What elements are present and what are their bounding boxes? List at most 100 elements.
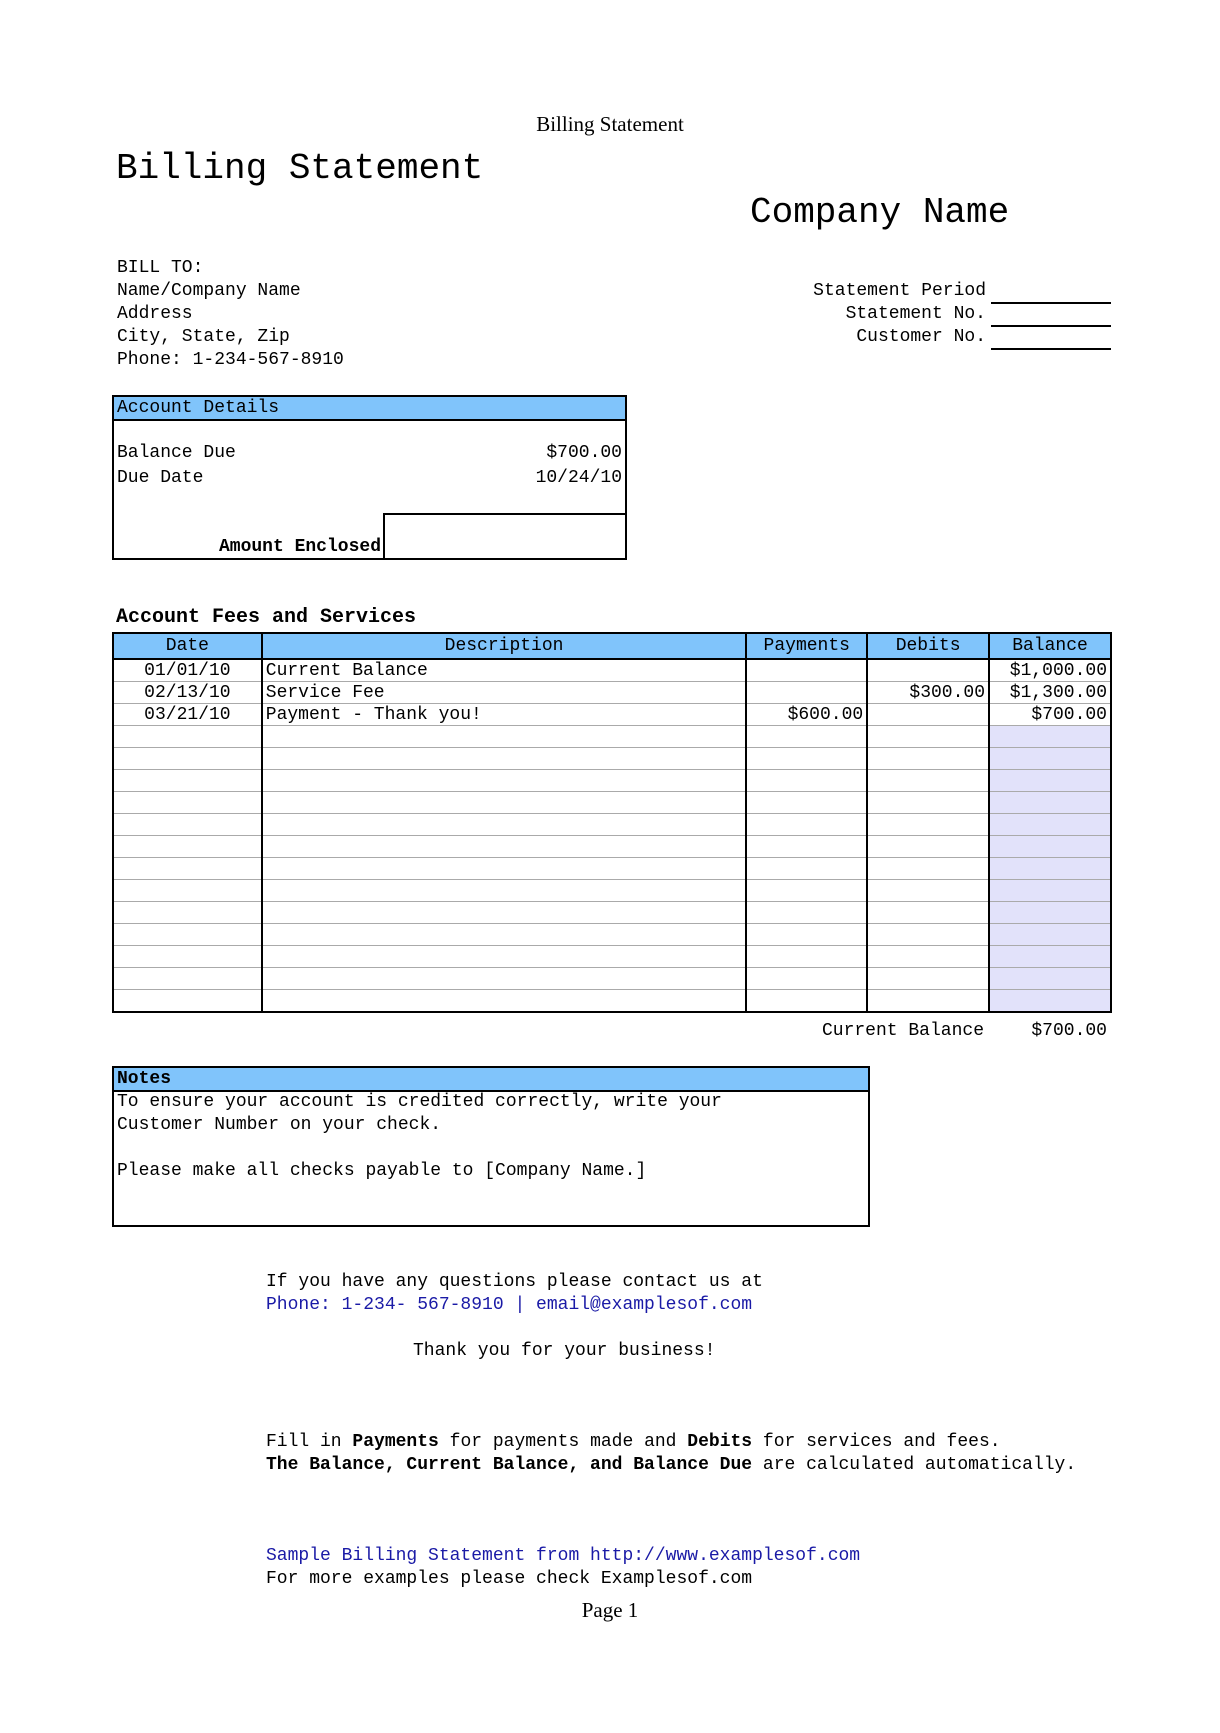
balance-cell[interactable]: $1,300.00	[988, 681, 1112, 704]
payments-cell[interactable]	[745, 879, 869, 902]
date-cell[interactable]	[112, 835, 263, 858]
debits-cell[interactable]	[866, 967, 991, 990]
notes-box: Notes To ensure your account is credited…	[112, 1066, 870, 1227]
payments-cell[interactable]	[745, 901, 869, 924]
date-cell[interactable]: 02/13/10	[112, 681, 263, 704]
date-cell[interactable]	[112, 967, 263, 990]
description-cell[interactable]	[260, 791, 748, 814]
balance-cell[interactable]	[988, 769, 1112, 792]
date-cell[interactable]: 01/01/10	[112, 659, 263, 682]
balance-cell[interactable]: $700.00	[988, 703, 1112, 726]
payments-cell[interactable]	[745, 967, 869, 990]
balance-cell[interactable]: $1,000.00	[988, 659, 1112, 682]
balance-cell[interactable]	[988, 791, 1112, 814]
description-cell[interactable]	[260, 901, 748, 924]
text: for services and fees.	[752, 1432, 1001, 1452]
date-cell[interactable]	[112, 791, 263, 814]
debits-cell[interactable]	[866, 879, 991, 902]
debits-cell[interactable]	[866, 989, 991, 1013]
payments-cell[interactable]: $600.00	[745, 703, 869, 726]
balance-cell[interactable]	[988, 725, 1112, 748]
description-cell[interactable]	[260, 769, 748, 792]
bill-to-line: City, State, Zip	[117, 327, 290, 347]
description-cell[interactable]	[260, 923, 748, 946]
balance-cell[interactable]	[988, 901, 1112, 924]
description-cell[interactable]	[260, 945, 748, 968]
table-row	[112, 879, 1112, 902]
description-cell[interactable]	[260, 967, 748, 990]
description-cell[interactable]	[260, 747, 748, 770]
date-cell[interactable]	[112, 725, 263, 748]
statement-period-field[interactable]	[991, 302, 1111, 304]
date-cell[interactable]: 03/21/10	[112, 703, 263, 726]
balance-cell[interactable]	[988, 989, 1112, 1013]
customer-no-field[interactable]	[991, 348, 1111, 350]
payments-cell[interactable]	[745, 791, 869, 814]
debits-cell[interactable]: $300.00	[866, 681, 991, 704]
balance-cell[interactable]	[988, 813, 1112, 836]
debits-cell[interactable]	[866, 901, 991, 924]
description-cell[interactable]	[260, 857, 748, 880]
date-cell[interactable]	[112, 857, 263, 880]
balance-cell[interactable]	[988, 857, 1112, 880]
due-date-value: 10/24/10	[535, 468, 622, 488]
amount-enclosed-label: Amount Enclosed	[218, 537, 381, 557]
payments-cell[interactable]	[745, 945, 869, 968]
table-row: 02/13/10 Service Fee $300.00 $1,300.00	[112, 681, 1112, 704]
description-cell[interactable]	[260, 989, 748, 1013]
sample-source-link[interactable]: Sample Billing Statement from http://www…	[266, 1546, 861, 1566]
statement-no-field[interactable]	[991, 325, 1111, 327]
description-cell[interactable]	[260, 813, 748, 836]
balance-cell[interactable]	[988, 923, 1112, 946]
debits-cell[interactable]	[866, 769, 991, 792]
bill-to-line: Phone: 1-234-567-8910	[117, 350, 344, 370]
payments-cell[interactable]	[745, 857, 869, 880]
table-row: 01/01/10 Current Balance $1,000.00	[112, 659, 1112, 682]
balance-cell[interactable]	[988, 967, 1112, 990]
thank-you-text: Thank you for your business!	[413, 1341, 716, 1361]
balance-cell[interactable]	[988, 945, 1112, 968]
payments-cell[interactable]	[745, 989, 869, 1013]
balance-cell[interactable]	[988, 747, 1112, 770]
debits-cell[interactable]	[866, 725, 991, 748]
debits-cell[interactable]	[866, 835, 991, 858]
description-cell[interactable]	[260, 835, 748, 858]
payments-cell[interactable]	[745, 813, 869, 836]
description-cell[interactable]: Service Fee	[260, 681, 748, 704]
balance-cell[interactable]	[988, 879, 1112, 902]
account-details-box: Account Details Balance Due $700.00 Due …	[112, 395, 627, 560]
payments-cell[interactable]	[745, 659, 869, 682]
date-cell[interactable]	[112, 769, 263, 792]
description-cell[interactable]: Current Balance	[260, 659, 748, 682]
date-cell[interactable]	[112, 813, 263, 836]
date-cell[interactable]	[112, 989, 263, 1013]
debits-cell[interactable]	[866, 659, 991, 682]
debits-cell[interactable]	[866, 747, 991, 770]
table-row	[112, 945, 1112, 968]
debits-cell[interactable]	[866, 945, 991, 968]
date-cell[interactable]	[112, 923, 263, 946]
debits-cell[interactable]	[866, 791, 991, 814]
payments-cell[interactable]	[745, 769, 869, 792]
date-cell[interactable]	[112, 747, 263, 770]
payments-cell[interactable]	[745, 681, 869, 704]
debits-cell[interactable]	[866, 923, 991, 946]
date-cell[interactable]	[112, 945, 263, 968]
payments-cell[interactable]	[745, 923, 869, 946]
table-header-row: Date Description Payments Debits Balance	[112, 632, 1112, 660]
debits-cell[interactable]	[866, 813, 991, 836]
balance-cell[interactable]	[988, 835, 1112, 858]
contact-info-link[interactable]: Phone: 1-234- 567-8910 | email@exampleso…	[266, 1295, 753, 1315]
debits-cell[interactable]	[866, 857, 991, 880]
amount-enclosed-field[interactable]	[383, 513, 627, 560]
fees-title: Account Fees and Services	[116, 606, 417, 629]
payments-cell[interactable]	[745, 835, 869, 858]
description-cell[interactable]: Payment - Thank you!	[260, 703, 748, 726]
date-cell[interactable]	[112, 879, 263, 902]
description-cell[interactable]	[260, 725, 748, 748]
payments-cell[interactable]	[745, 725, 869, 748]
description-cell[interactable]	[260, 879, 748, 902]
payments-cell[interactable]	[745, 747, 869, 770]
debits-cell[interactable]	[866, 703, 991, 726]
date-cell[interactable]	[112, 901, 263, 924]
